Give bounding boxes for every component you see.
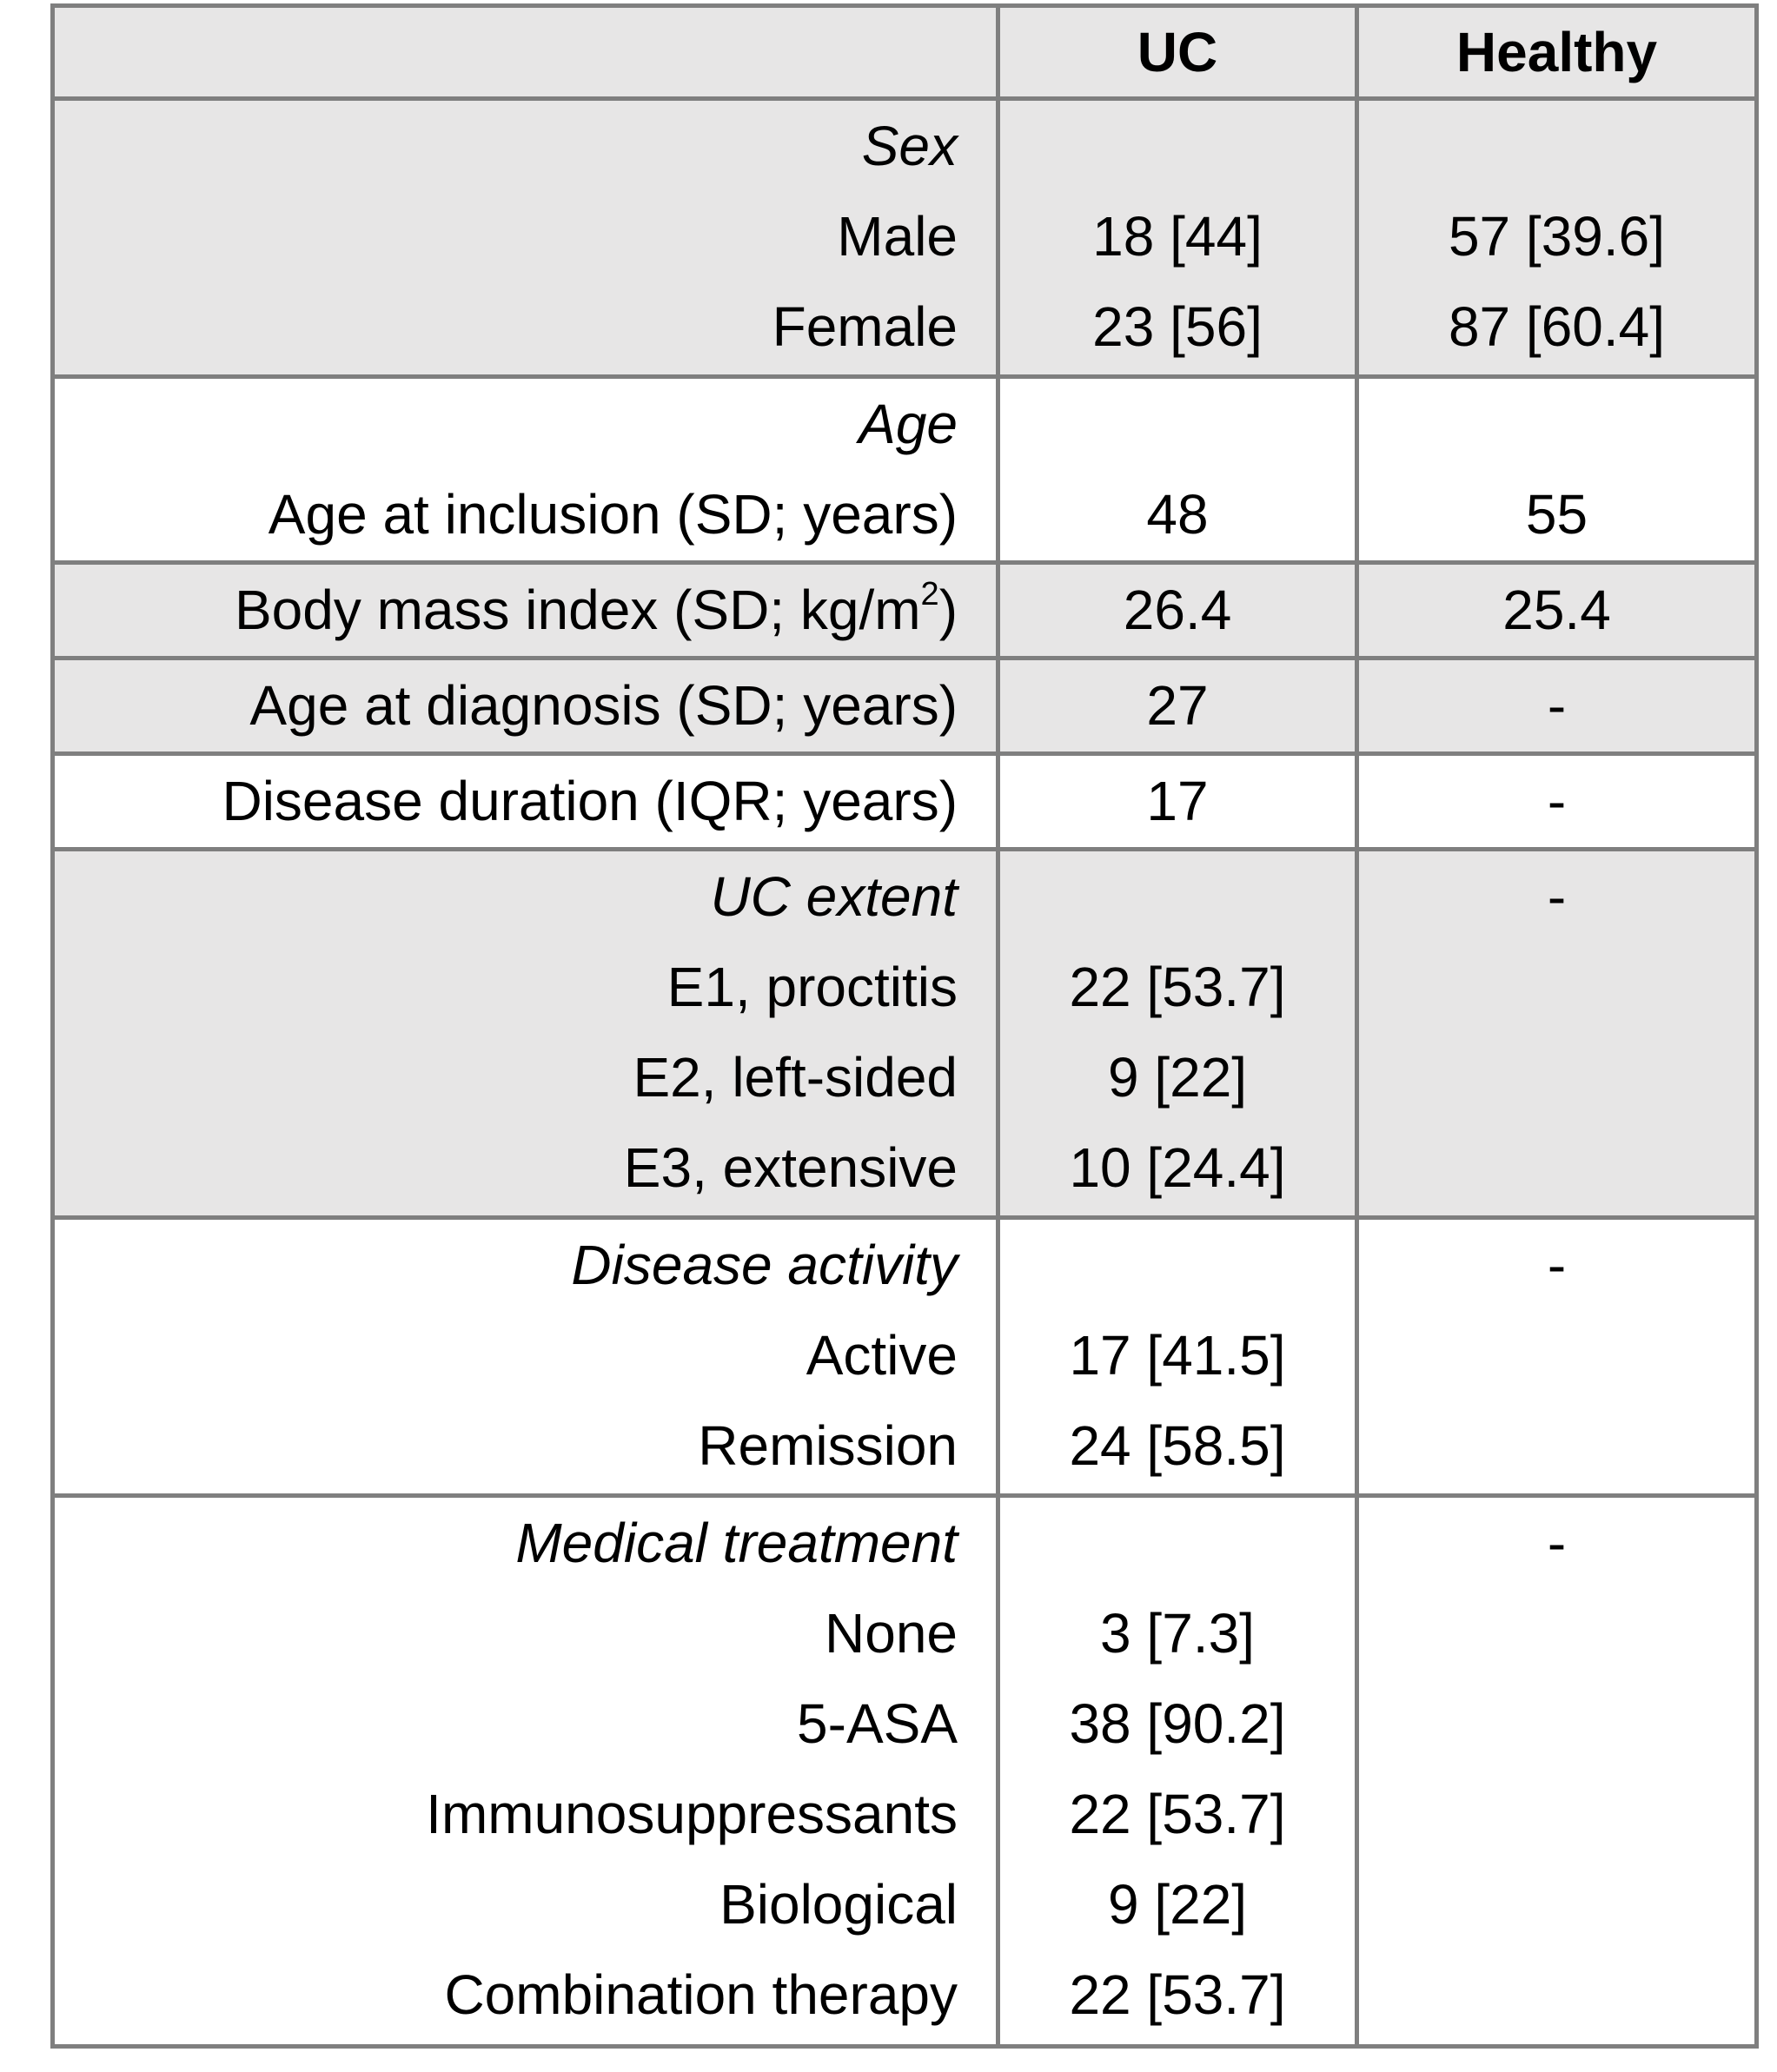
row-label-immunosuppressants: Immunosuppressants (426, 1782, 958, 1845)
uc-cell: 17 [41.5] 24 [58.5] (996, 1215, 1359, 1498)
healthy-value-medical-treatment: - (1547, 1511, 1567, 1574)
row-disease-duration: Disease duration (IQR; years) 17 - (50, 751, 1759, 851)
row-label-none: None (825, 1601, 958, 1665)
uc-value-5asa: 38 [90.2] (1069, 1691, 1286, 1755)
header-healthy: Healthy (1355, 3, 1759, 101)
healthy-cell: - (1355, 846, 1759, 1221)
row-label-age-diagnosis: Age at diagnosis (SD; years) (249, 674, 958, 738)
uc-value-remission: 24 [58.5] (1069, 1414, 1286, 1478)
row-bmi: Body mass index (SD; kg/m2) 26.4 25.4 (50, 560, 1759, 661)
healthy-value-bmi: 25.4 (1502, 579, 1611, 642)
section-title-age: Age (859, 392, 958, 455)
section-label-cell: Disease activity Active Remission (50, 1215, 1000, 1498)
healthy-value-female: 87 [60.4] (1448, 295, 1666, 358)
header-label-cell (50, 3, 1000, 101)
uc-value-biological: 9 [22] (1107, 1872, 1248, 1936)
uc-value-age-inclusion: 48 (1146, 482, 1209, 546)
healthy-value-uc-extent: - (1547, 864, 1567, 928)
uc-value-e2: 9 [22] (1107, 1045, 1248, 1109)
healthy-value-disease-duration: - (1547, 770, 1567, 833)
uc-cell: 3 [7.3] 38 [90.2] 22 [53.7] 9 [22] 22 [5… (996, 1493, 1359, 2049)
section-label-cell: Sex Male Female (50, 96, 1000, 379)
row-label-cell: Disease duration (IQR; years) (50, 751, 1000, 851)
row-label-bmi: Body mass index (SD; kg/m2) (234, 575, 958, 642)
section-uc-extent: UC extent E1, proctitis E2, left-sided E… (50, 846, 1759, 1221)
row-label-remission: Remission (698, 1414, 958, 1478)
section-disease-activity: Disease activity Active Remission 17 [41… (50, 1215, 1759, 1498)
row-age-at-diagnosis: Age at diagnosis (SD; years) 27 - (50, 656, 1759, 757)
row-label-female: Female (772, 295, 958, 358)
row-label-combination: Combination therapy (444, 1963, 958, 2026)
uc-value-age-diagnosis: 27 (1146, 674, 1209, 738)
healthy-cell: - (1355, 1215, 1759, 1498)
uc-value-e1: 22 [53.7] (1069, 955, 1286, 1018)
header-uc: UC (996, 3, 1359, 101)
section-title-sex: Sex (861, 115, 958, 177)
healthy-cell: - (1355, 1493, 1759, 2049)
row-label-e2: E2, left-sided (633, 1045, 958, 1109)
section-title-uc-extent: UC extent (710, 864, 958, 928)
row-label-biological: Biological (719, 1872, 958, 1936)
row-label-5asa: 5-ASA (797, 1691, 958, 1755)
healthy-cell: - (1355, 656, 1759, 757)
healthy-cell: - (1355, 751, 1759, 851)
row-label-cell: Body mass index (SD; kg/m2) (50, 560, 1000, 661)
row-label-cell: Age at diagnosis (SD; years) (50, 656, 1000, 757)
uc-cell: 48 (996, 374, 1359, 566)
section-label-cell: UC extent E1, proctitis E2, left-sided E… (50, 846, 1000, 1221)
uc-value-immunosuppressants: 22 [53.7] (1069, 1782, 1286, 1845)
uc-value-e3: 10 [24.4] (1069, 1135, 1286, 1199)
section-title-medical-treatment: Medical treatment (515, 1511, 958, 1574)
healthy-value-age-diagnosis: - (1547, 674, 1567, 738)
row-label-age-inclusion: Age at inclusion (SD; years) (268, 482, 958, 546)
section-label-cell: Medical treatment None 5-ASA Immunosuppr… (50, 1493, 1000, 2049)
uc-value-disease-duration: 17 (1146, 770, 1209, 833)
characteristics-table: UC Healthy Sex Male Female 18 [44] 23 [5… (50, 3, 1759, 2049)
row-label-male: Male (837, 205, 958, 268)
healthy-cell: 57 [39.6] 87 [60.4] (1355, 96, 1759, 379)
healthy-value-age-inclusion: 55 (1525, 482, 1588, 546)
section-title-disease-activity: Disease activity (571, 1234, 958, 1297)
row-label-e1: E1, proctitis (666, 955, 958, 1018)
row-label-active: Active (806, 1324, 958, 1387)
healthy-value-disease-activity: - (1547, 1234, 1567, 1297)
uc-value-none: 3 [7.3] (1100, 1601, 1255, 1665)
uc-value-active: 17 [41.5] (1069, 1324, 1286, 1387)
section-sex: Sex Male Female 18 [44] 23 [56] 57 [39.6… (50, 96, 1759, 379)
uc-value-male: 18 [44] (1092, 205, 1263, 268)
uc-cell: 18 [44] 23 [56] (996, 96, 1359, 379)
uc-value-female: 23 [56] (1092, 295, 1263, 358)
uc-value-combination: 22 [53.7] (1069, 1963, 1286, 2026)
section-age: Age Age at inclusion (SD; years) 48 55 (50, 374, 1759, 566)
healthy-cell: 55 (1355, 374, 1759, 566)
uc-cell: 22 [53.7] 9 [22] 10 [24.4] (996, 846, 1359, 1221)
uc-value-bmi: 26.4 (1123, 579, 1232, 642)
section-medical-treatment: Medical treatment None 5-ASA Immunosuppr… (50, 1493, 1759, 2049)
healthy-cell: 25.4 (1355, 560, 1759, 661)
healthy-value-male: 57 [39.6] (1448, 205, 1666, 268)
uc-cell: 17 (996, 751, 1359, 851)
uc-cell: 27 (996, 656, 1359, 757)
row-label-disease-duration: Disease duration (IQR; years) (222, 770, 958, 833)
row-label-e3: E3, extensive (623, 1135, 958, 1199)
uc-cell: 26.4 (996, 560, 1359, 661)
header-row: UC Healthy (50, 3, 1759, 101)
section-label-cell: Age Age at inclusion (SD; years) (50, 374, 1000, 566)
